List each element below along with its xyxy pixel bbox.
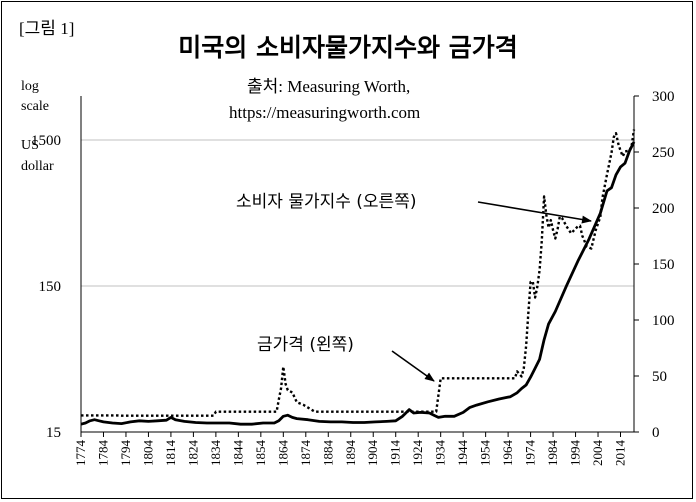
left-axis-label-dollar: dollar xyxy=(21,159,54,174)
right-tick-label-0: 0 xyxy=(652,425,660,441)
left-tick-label-150: 150 xyxy=(39,279,62,295)
series-gold-line xyxy=(81,129,636,417)
annotation-arrow-cpi xyxy=(477,201,592,224)
x-tick-label-1974: 1974 xyxy=(523,440,538,467)
x-tick-label-1924: 1924 xyxy=(410,440,425,467)
x-tick-label-1824: 1824 xyxy=(185,440,200,467)
x-tick-label-1964: 1964 xyxy=(500,440,515,467)
x-tick-label-1884: 1884 xyxy=(320,440,335,467)
x-tick-label-1814: 1814 xyxy=(163,440,178,467)
x-tick-label-1804: 1804 xyxy=(140,440,155,467)
series-cpi-line xyxy=(80,141,636,426)
x-tick-label-1914: 1914 xyxy=(388,440,403,467)
x-tick-label-1994: 1994 xyxy=(568,440,583,467)
right-tick-label-200: 200 xyxy=(652,201,675,217)
left-axis-label-log: log xyxy=(21,79,39,94)
x-tick-label-1874: 1874 xyxy=(298,440,313,467)
left-tick-label-15: 15 xyxy=(46,425,61,441)
x-tick-label-1794: 1794 xyxy=(118,440,133,467)
right-tick-label-300: 300 xyxy=(652,89,675,105)
right-tick-label-150: 150 xyxy=(652,257,675,273)
x-tick-label-1984: 1984 xyxy=(545,440,560,467)
right-axis-ticks: 0 50 100 150 200 250 300 xyxy=(634,89,675,441)
right-tick-label-250: 250 xyxy=(652,145,675,161)
x-tick-label-1854: 1854 xyxy=(253,440,268,467)
x-tick-label-2004: 2004 xyxy=(590,440,605,467)
x-tick-label-1864: 1864 xyxy=(275,440,290,467)
x-tick-label-1954: 1954 xyxy=(478,440,493,467)
axes xyxy=(80,96,635,433)
grid-lines xyxy=(81,139,634,287)
figure-tag: [그림 1] xyxy=(19,19,75,38)
series-group xyxy=(80,129,636,426)
x-tick-label-1784: 1784 xyxy=(95,440,110,467)
annotation-gold: 금가격 (왼쪽) xyxy=(257,335,354,355)
annotation-cpi: 소비자 물가지수 (오른쪽) xyxy=(236,192,417,212)
left-axis-label-us: US xyxy=(21,138,39,153)
x-tick-label-1934: 1934 xyxy=(433,440,448,467)
x-tick-label-1834: 1834 xyxy=(208,440,223,467)
x-tick-label-1894: 1894 xyxy=(343,440,358,467)
chart-title: 미국의 소비자물가지수와 금가격 xyxy=(178,33,518,62)
annotation-arrow-gold xyxy=(391,350,435,382)
left-axis-label-scale: scale xyxy=(21,99,49,114)
right-tick-label-50: 50 xyxy=(652,369,667,385)
x-axis-ticks: 1774 1784 1794 1804 1814 1824 1834 1844 1854 1864… xyxy=(73,432,628,466)
x-tick-label-1904: 1904 xyxy=(365,440,380,467)
left-axis-ticks: 15 150 1500 xyxy=(31,133,61,441)
x-tick-label-1944: 1944 xyxy=(455,440,470,467)
right-tick-label-100: 100 xyxy=(652,313,675,329)
left-tick-label-1500: 1500 xyxy=(31,133,61,149)
source-line-1: 출처: Measuring Worth, xyxy=(247,77,411,96)
source-line-2: https://measuringworth.com xyxy=(229,103,421,122)
x-tick-label-1774: 1774 xyxy=(73,440,88,467)
x-tick-label-1844: 1844 xyxy=(230,440,245,467)
x-tick-label-2014: 2014 xyxy=(613,440,628,467)
